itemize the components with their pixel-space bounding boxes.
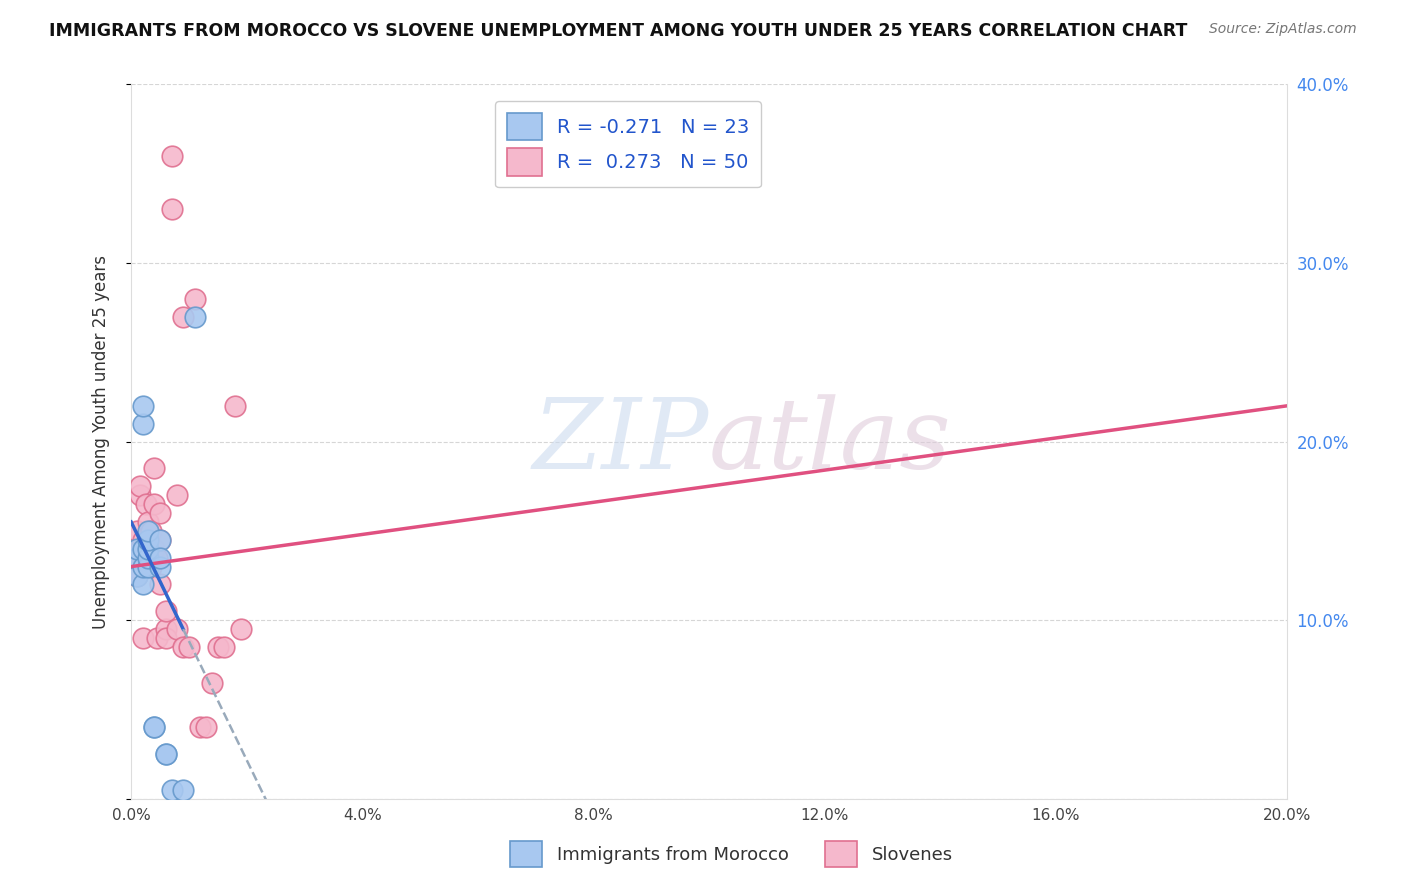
Point <box>141 559 163 574</box>
Point <box>141 524 163 538</box>
Point <box>149 577 172 591</box>
Point <box>138 524 160 538</box>
Point <box>143 461 166 475</box>
Point <box>177 640 200 654</box>
Point <box>149 506 172 520</box>
Point <box>212 640 235 654</box>
Text: Source: ZipAtlas.com: Source: ZipAtlas.com <box>1209 22 1357 37</box>
Point <box>143 541 166 556</box>
Point <box>122 559 145 574</box>
Point <box>183 292 205 306</box>
Point <box>138 533 160 547</box>
Point <box>138 515 160 529</box>
Point <box>172 640 194 654</box>
Text: IMMIGRANTS FROM MOROCCO VS SLOVENE UNEMPLOYMENT AMONG YOUTH UNDER 25 YEARS CORRE: IMMIGRANTS FROM MOROCCO VS SLOVENE UNEMP… <box>49 22 1188 40</box>
Legend: Immigrants from Morocco, Slovenes: Immigrants from Morocco, Slovenes <box>502 834 960 874</box>
Point <box>125 524 148 538</box>
Point <box>155 747 177 761</box>
Point <box>132 631 155 645</box>
Point <box>135 497 157 511</box>
Point <box>138 533 160 547</box>
Point <box>132 533 155 547</box>
Point <box>138 550 160 565</box>
Point <box>166 488 188 502</box>
Point <box>125 568 148 582</box>
Point <box>146 550 169 565</box>
Legend: R = -0.271   N = 23, R =  0.273   N = 50: R = -0.271 N = 23, R = 0.273 N = 50 <box>495 102 761 187</box>
Point <box>149 550 172 565</box>
Point <box>125 541 148 556</box>
Point <box>224 399 246 413</box>
Point <box>132 559 155 574</box>
Point <box>132 417 155 431</box>
Point <box>149 533 172 547</box>
Text: atlas: atlas <box>709 394 952 489</box>
Point <box>132 577 155 591</box>
Y-axis label: Unemployment Among Youth under 25 years: Unemployment Among Youth under 25 years <box>93 254 110 629</box>
Point <box>160 149 183 163</box>
Point <box>125 550 148 565</box>
Point <box>166 622 188 636</box>
Point <box>172 310 194 324</box>
Point <box>183 310 205 324</box>
Point <box>138 559 160 574</box>
Point <box>190 720 212 734</box>
Point <box>149 533 172 547</box>
Point <box>132 541 155 556</box>
Point <box>143 720 166 734</box>
Point <box>155 604 177 618</box>
Point <box>132 550 155 565</box>
Point <box>155 622 177 636</box>
Point <box>138 559 160 574</box>
Point <box>128 479 150 493</box>
Point <box>132 399 155 413</box>
Point <box>201 675 224 690</box>
Point <box>143 720 166 734</box>
Point <box>155 747 177 761</box>
Point <box>229 622 252 636</box>
Point <box>155 631 177 645</box>
Point <box>128 488 150 502</box>
Point <box>207 640 229 654</box>
Point <box>128 541 150 556</box>
Point <box>125 568 148 582</box>
Text: ZIP: ZIP <box>533 394 709 489</box>
Point <box>149 559 172 574</box>
Point <box>135 559 157 574</box>
Point <box>143 497 166 511</box>
Point <box>160 202 183 217</box>
Point <box>160 782 183 797</box>
Point <box>146 631 169 645</box>
Point <box>138 541 160 556</box>
Point <box>172 782 194 797</box>
Point <box>125 541 148 556</box>
Point <box>138 541 160 556</box>
Point <box>195 720 218 734</box>
